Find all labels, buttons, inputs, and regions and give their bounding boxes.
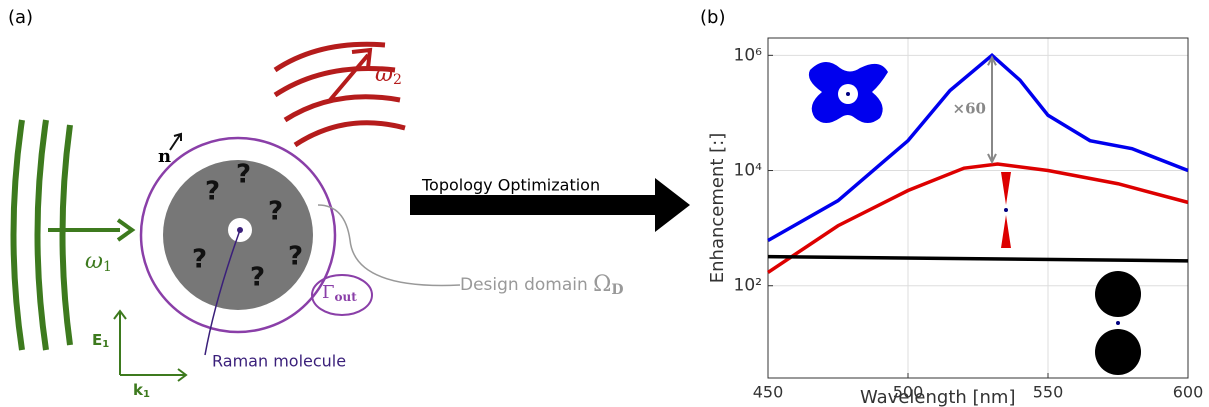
question-mark: ? xyxy=(192,245,207,275)
text: out xyxy=(335,290,358,304)
text: 1 xyxy=(102,339,109,350)
question-mark: ? xyxy=(288,242,303,272)
disk-molecule xyxy=(1116,321,1120,325)
scattered-wave xyxy=(275,44,405,145)
x-tick-label: 600 xyxy=(1173,383,1204,402)
panel-label: (a) xyxy=(8,7,33,28)
x-axis-label: Wavelength [nm] xyxy=(860,387,1016,407)
omega1: ω1 xyxy=(85,249,112,275)
wavevector-label: k1 xyxy=(133,381,150,401)
question-mark: ? xyxy=(250,263,265,293)
question-mark: ? xyxy=(268,197,283,227)
domain-pointer xyxy=(318,205,460,285)
scatter-arrow xyxy=(330,50,370,100)
blue-molecule xyxy=(846,92,850,96)
question-mark: ? xyxy=(205,177,220,207)
text: ω xyxy=(85,249,103,274)
arrow-label: Topology Optimization xyxy=(421,176,600,195)
axes-arrows xyxy=(114,311,186,381)
red-molecule xyxy=(1004,208,1008,212)
text: ω xyxy=(375,62,393,87)
text: 1 xyxy=(143,389,150,400)
incident-wave xyxy=(14,120,71,350)
text: Ω xyxy=(593,272,611,297)
molecule-label: Raman molecule xyxy=(212,352,346,371)
normal-arrow xyxy=(170,134,181,150)
diagram xyxy=(14,44,691,381)
text: Design domain xyxy=(460,275,588,295)
omega2: ω2 xyxy=(375,62,402,88)
text: E xyxy=(92,331,102,349)
y-axis-label: Enhancement [:] xyxy=(707,133,728,284)
question-mark: ? xyxy=(236,160,251,190)
panel-label: (b) xyxy=(700,7,725,28)
y-tick-label: 10² xyxy=(734,276,762,296)
text: Γ xyxy=(322,282,335,303)
annotation: ×60 xyxy=(953,100,986,118)
disk-top xyxy=(1095,271,1141,317)
design-domain-label: Design domain ΩD xyxy=(460,272,624,298)
y-tick-label: 10⁶ xyxy=(734,45,763,65)
gamma-label: Γout xyxy=(322,282,357,304)
field-label: E1 xyxy=(92,331,109,351)
x-tick-label: 450 xyxy=(753,383,784,402)
text: 1 xyxy=(103,259,112,275)
y-tick-label: 10⁴ xyxy=(734,161,763,181)
figure: (a) ? ? ? ? ? ? Topology Optimization De… xyxy=(0,0,1209,407)
x-tick-label: 550 xyxy=(1033,383,1064,402)
wave-arrowhead xyxy=(118,220,132,240)
text: D xyxy=(611,282,623,298)
text: 2 xyxy=(393,72,402,88)
normal-label: n xyxy=(158,146,171,167)
disk-bottom xyxy=(1095,329,1141,375)
